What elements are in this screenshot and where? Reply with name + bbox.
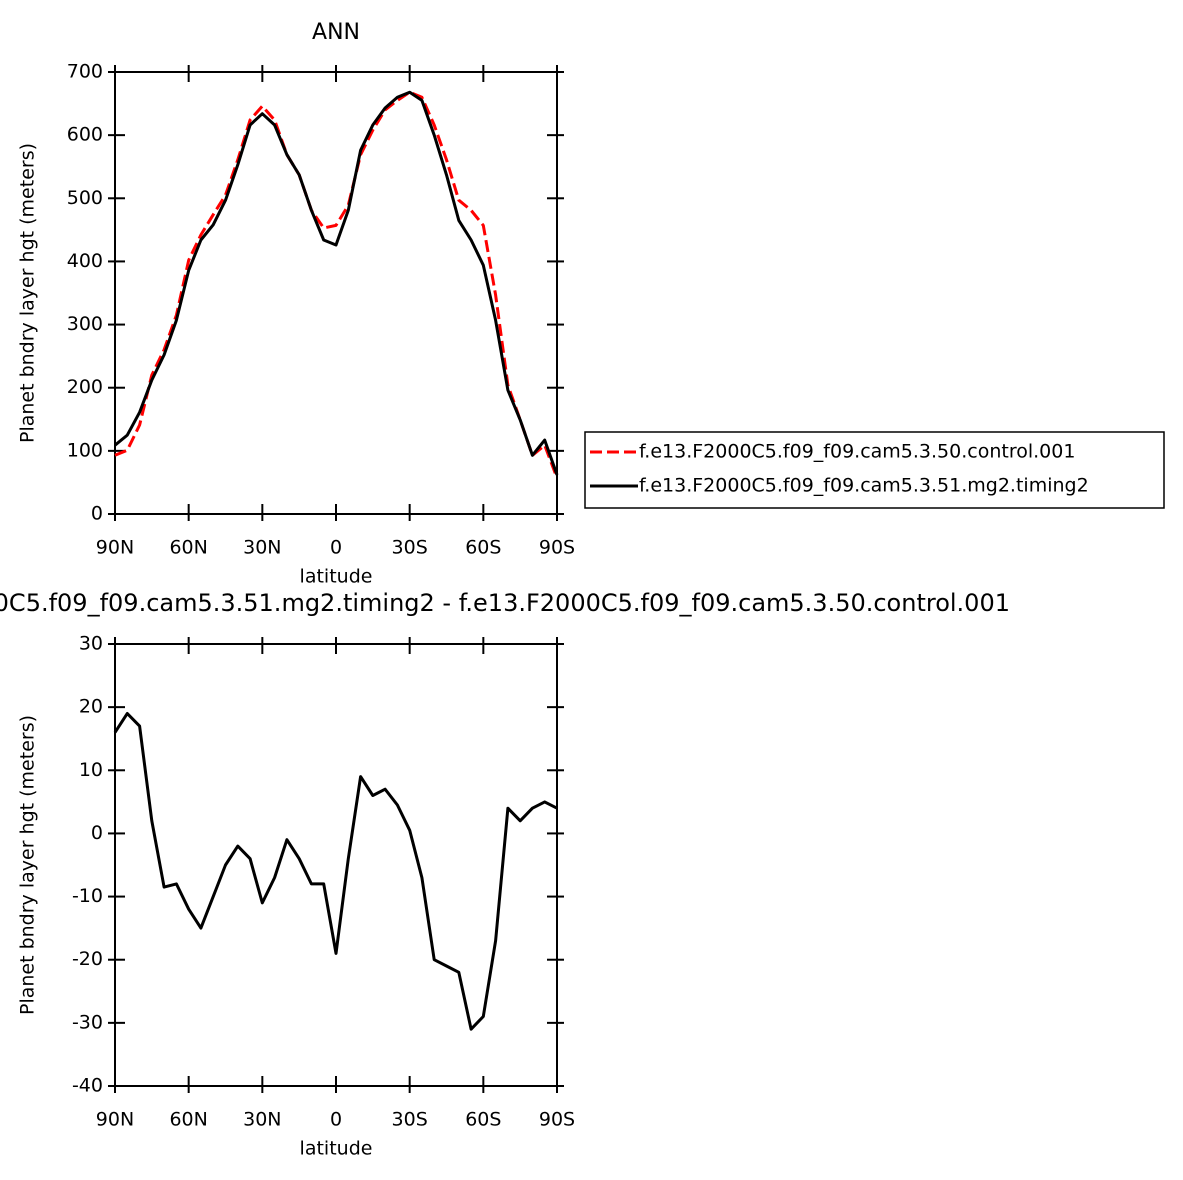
- y-tick-label: 100: [67, 439, 103, 461]
- y-tick-label: 600: [67, 124, 103, 146]
- chart-title: ANN: [312, 20, 360, 45]
- y-tick-label: -40: [72, 1075, 103, 1097]
- x-axis-label: latitude: [300, 1138, 373, 1160]
- legend-box: [584, 431, 1165, 509]
- y-tick-label: 500: [67, 187, 103, 209]
- series-line: [114, 90, 559, 476]
- x-tick-label: 30N: [243, 537, 281, 559]
- y-tick-label: 300: [67, 313, 103, 335]
- x-axis-label: latitude: [300, 566, 373, 588]
- y-tick-label: 0: [91, 503, 103, 525]
- plot-frame: [114, 643, 558, 1087]
- y-tick-label: 200: [67, 376, 103, 398]
- y-tick-label: -30: [72, 1011, 103, 1033]
- x-tick-label: 0: [330, 1109, 342, 1131]
- x-tick-label: 0: [330, 537, 342, 559]
- x-tick-label: 60S: [465, 537, 501, 559]
- x-tick-label: 60N: [169, 537, 207, 559]
- y-axis-label: Planet bndry layer hgt (meters): [17, 143, 39, 443]
- y-tick-label: 0: [91, 822, 103, 844]
- y-tick-label: -10: [72, 885, 103, 907]
- x-tick-label: 60S: [465, 1109, 501, 1131]
- series-line: [114, 90, 559, 479]
- y-tick-label: 10: [79, 759, 103, 781]
- y-tick-label: 30: [79, 633, 103, 655]
- y-axis-label: Planet bndry layer hgt (meters): [17, 715, 39, 1015]
- x-tick-label: 90N: [96, 537, 134, 559]
- chart-title: f.e13.F2000C5.f09_f09.cam5.3.51.mg2.timi…: [0, 589, 1010, 617]
- x-tick-label: 30S: [392, 537, 428, 559]
- series-line: [113, 712, 558, 1031]
- y-tick-label: -20: [72, 948, 103, 970]
- x-tick-label: 90S: [539, 537, 575, 559]
- legend-label: f.e13.F2000C5.f09_f09.cam5.3.50.control.…: [639, 441, 1075, 463]
- x-tick-label: 30S: [392, 1109, 428, 1131]
- y-tick-label: 700: [67, 61, 103, 83]
- y-tick-label: 400: [67, 250, 103, 272]
- x-tick-label: 90N: [96, 1109, 134, 1131]
- x-tick-label: 30N: [243, 1109, 281, 1131]
- legend-label: f.e13.F2000C5.f09_f09.cam5.3.51.mg2.timi…: [639, 475, 1089, 497]
- x-tick-label: 90S: [539, 1109, 575, 1131]
- x-tick-label: 60N: [169, 1109, 207, 1131]
- y-tick-label: 20: [79, 696, 103, 718]
